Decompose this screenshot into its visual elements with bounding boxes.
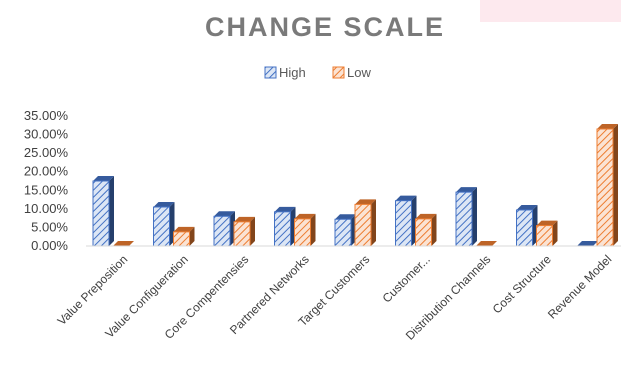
bar-side [472, 187, 477, 246]
bar-front [92, 180, 110, 247]
bar-low [354, 199, 376, 247]
bar-high [455, 187, 477, 247]
bar-top [395, 195, 417, 201]
bar-front [455, 191, 473, 247]
y-tick-label: 20.00% [24, 164, 69, 179]
legend: High Low [264, 65, 371, 80]
bar-top [294, 213, 316, 219]
y-tick-label: 35.00% [24, 108, 69, 123]
bar-top [173, 226, 195, 232]
bar-front [173, 231, 190, 247]
y-tick-label: 0.00% [31, 238, 68, 253]
bar-front [354, 203, 372, 247]
y-axis: 35.00% 30.00% 25.00% 20.00% 15.00% 10.00% 5.00… [24, 108, 69, 253]
bar-side [371, 199, 376, 246]
bar-front [153, 206, 170, 247]
bar-top [335, 214, 356, 220]
bar-top [456, 187, 477, 193]
bar-low [476, 241, 497, 246]
legend-swatch-low [332, 66, 345, 79]
y-tick-label: 30.00% [24, 127, 69, 142]
bar-high [577, 241, 598, 246]
bar-top [516, 204, 538, 210]
bar-top [597, 124, 618, 129]
bar-high [213, 211, 235, 247]
bar-low [415, 213, 437, 247]
y-tick-label: 15.00% [24, 182, 69, 197]
bars [92, 124, 618, 247]
category-label: Revenue Model [545, 252, 614, 321]
bar-low [173, 226, 195, 247]
legend-label-high: High [279, 65, 306, 80]
bar-low [113, 241, 134, 246]
bar-front [233, 221, 251, 247]
bar-low [233, 216, 255, 247]
bar-front [596, 128, 614, 247]
bar-top [274, 206, 296, 212]
bar-high [92, 176, 114, 247]
y-tick-label: 25.00% [24, 145, 69, 160]
bar-front [294, 218, 311, 247]
bar-front [395, 200, 412, 247]
bar-top [153, 202, 175, 207]
legend-swatch-high [264, 66, 277, 79]
bar-top [355, 199, 376, 205]
bar-front [415, 218, 432, 247]
bar-side [109, 176, 114, 246]
bar-high [274, 206, 296, 247]
legend-label-low: Low [347, 65, 371, 80]
bar-top [577, 241, 598, 246]
bar-high [334, 214, 356, 247]
category-label: Cost Structure [490, 252, 554, 316]
bar-side [310, 213, 316, 246]
bar-side [250, 216, 255, 246]
bar-high [516, 204, 538, 247]
bar-top [214, 211, 235, 217]
bar-front [274, 211, 291, 247]
bar-side [431, 213, 437, 246]
bar-top [234, 216, 255, 222]
background-highlight [480, 0, 621, 22]
bar-front [213, 215, 231, 247]
category-label: Customer... [380, 252, 433, 305]
bar-high [153, 202, 175, 247]
bar-low [294, 213, 316, 247]
bar-top [113, 241, 134, 246]
bar-front [516, 209, 533, 247]
bar-top [93, 176, 114, 181]
bar-side [552, 220, 558, 246]
bar-high [395, 195, 417, 247]
bar-front [334, 218, 352, 247]
bar-side [189, 226, 195, 246]
y-tick-label: 10.00% [24, 201, 69, 216]
bar-top [476, 241, 497, 246]
bar-side [613, 124, 618, 246]
bar-front [536, 225, 553, 247]
bar-top [536, 220, 558, 226]
y-tick-label: 5.00% [31, 219, 68, 234]
bar-low [536, 220, 558, 247]
bar-top [415, 213, 437, 219]
bar-low [596, 124, 618, 247]
chart-title: CHANGE SCALE [205, 12, 445, 42]
